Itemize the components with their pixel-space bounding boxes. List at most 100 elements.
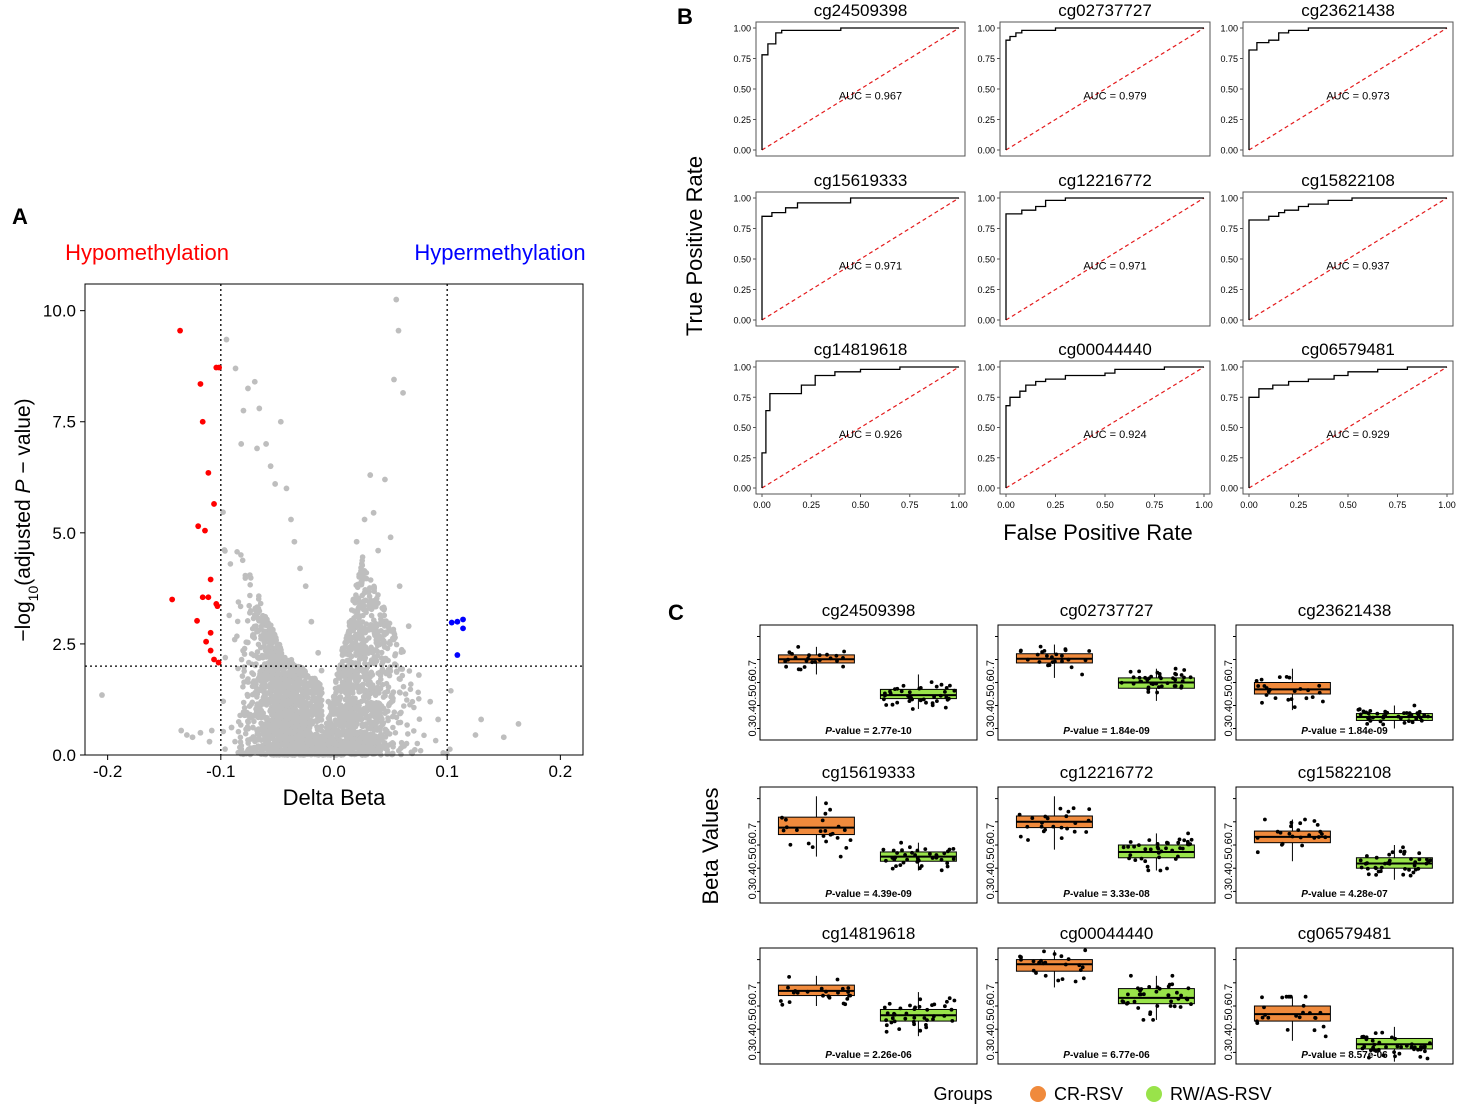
jitter-point	[1385, 861, 1390, 866]
grey-point	[336, 697, 343, 704]
jitter-point	[810, 660, 815, 665]
jitter-point	[1365, 866, 1370, 871]
p-value-label: P-value = 2.26e-06	[825, 1050, 912, 1061]
hyper-point	[460, 625, 466, 632]
grey-point	[400, 683, 407, 690]
grey-point	[356, 656, 363, 663]
grey-point	[367, 577, 374, 583]
grey-point	[311, 684, 317, 690]
grey-point	[393, 714, 400, 721]
jitter-point	[1146, 868, 1151, 873]
jitter-point	[938, 693, 943, 698]
grey-point	[400, 389, 406, 396]
jitter-point	[916, 858, 920, 862]
jitter-point	[912, 1015, 917, 1020]
grey-point	[416, 696, 422, 702]
jitter-point	[1358, 712, 1363, 717]
y-tick-label: 0.50	[1220, 85, 1238, 95]
auc-label: AUC = 0.929	[1326, 429, 1389, 441]
grey-point	[302, 668, 308, 674]
jitter-point	[842, 649, 846, 654]
jitter-point	[918, 1028, 923, 1033]
grey-point	[274, 686, 281, 692]
jitter-point	[1172, 684, 1177, 688]
y-tick-label: 0.00	[977, 484, 995, 494]
jitter-point	[883, 693, 887, 698]
jitter-point	[1058, 806, 1063, 811]
grey-point	[270, 711, 276, 717]
jitter-point	[1165, 681, 1170, 685]
grey-point	[335, 673, 342, 680]
jitter-point	[1132, 844, 1136, 849]
grey-point	[267, 638, 273, 645]
grey-point	[353, 538, 360, 545]
grey-point	[376, 736, 383, 743]
roc-diagonal	[761, 197, 960, 321]
jitter-point	[1066, 809, 1071, 814]
jitter-point	[1399, 1045, 1403, 1049]
grey-point	[343, 746, 349, 753]
grey-point	[325, 722, 332, 729]
jitter-point	[905, 857, 909, 862]
jitter-point	[1408, 873, 1413, 878]
grey-point	[367, 704, 374, 711]
jitter-point	[796, 667, 801, 672]
grey-point	[295, 681, 302, 688]
jitter-point	[1131, 675, 1136, 680]
y-tick-labels: 0.30.40.50.60.7	[1223, 984, 1235, 1060]
jitter-point	[892, 1019, 897, 1024]
grey-point	[189, 734, 196, 741]
jitter-point	[901, 860, 906, 865]
jitter-point	[1323, 1034, 1328, 1039]
hypo-point	[207, 576, 214, 583]
grey-point	[336, 729, 343, 735]
jitter-point	[1301, 1010, 1305, 1015]
jitter-point	[817, 653, 822, 657]
box-panel: cg02737727 0.30.40.50.60.7 P-value = 1.84e…	[985, 601, 1216, 741]
jitter-point	[910, 697, 914, 702]
grey-point	[244, 724, 251, 730]
jitter-point	[1285, 1028, 1290, 1032]
jitter-point	[790, 652, 794, 656]
jitter-point	[1428, 858, 1433, 863]
grey-point	[358, 644, 365, 651]
x-tick-label: 0.75	[1389, 500, 1407, 510]
box-frame	[1235, 786, 1454, 904]
grey-point	[283, 692, 290, 699]
box-panel: cg14819618 0.30.40.50.60.7 P-value = 2.26e…	[747, 924, 978, 1065]
jitter-point	[1083, 658, 1088, 663]
grey-point	[232, 365, 239, 372]
box-title: cg23621438	[1298, 601, 1392, 620]
roc-curve	[761, 197, 959, 320]
grey-point	[390, 744, 396, 750]
grey-point	[405, 623, 412, 630]
grey-point	[408, 681, 414, 687]
grey-point	[395, 327, 402, 334]
grey-point	[320, 741, 327, 748]
box-title: cg15619333	[822, 763, 916, 782]
roc-curve	[1248, 197, 1447, 320]
grey-point	[178, 727, 185, 734]
jitter-point	[1414, 717, 1419, 721]
box-panel: cg00044440 0.30.40.50.60.7 P-value = 6.77e…	[985, 924, 1216, 1065]
y-tick-label: 0.25	[1220, 453, 1238, 463]
grey-point	[300, 719, 307, 725]
jitter-point	[1173, 677, 1178, 682]
grey-point	[257, 644, 264, 651]
grey-point	[376, 641, 383, 648]
jitter-point	[947, 996, 952, 1001]
grey-point	[241, 679, 247, 685]
grey-point	[316, 686, 323, 692]
grey-point	[287, 698, 293, 705]
jitter-point	[1398, 849, 1403, 854]
jitter-point	[1165, 840, 1169, 845]
grey-point	[399, 666, 406, 672]
jitter-point	[1073, 979, 1078, 984]
grey-point	[284, 748, 291, 755]
jitter-point	[1361, 1034, 1366, 1039]
jitter-point	[818, 829, 823, 833]
grey-point	[373, 620, 379, 627]
jitter-point	[1365, 722, 1370, 726]
grey-point	[261, 745, 268, 752]
grey-point	[356, 744, 363, 750]
